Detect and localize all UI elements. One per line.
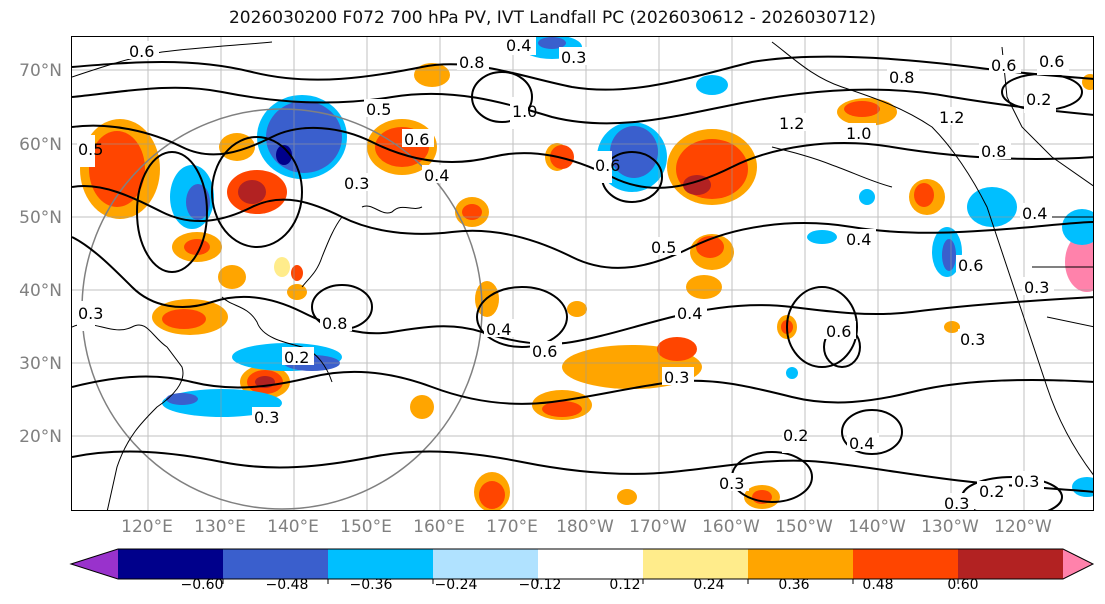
- lon-label-150e: 150°E: [340, 517, 392, 537]
- contour-label: 1.2: [779, 114, 804, 133]
- contour-label: 0.6: [991, 56, 1016, 75]
- contour-label: 0.3: [960, 330, 985, 349]
- colorbar-segment: [223, 549, 329, 579]
- colorbar-outline: [69, 548, 1095, 580]
- contour-label: 0.6: [1039, 52, 1064, 71]
- colorbar-segment: [538, 549, 644, 579]
- contour-label: 0.6: [595, 156, 620, 175]
- colorbar: [69, 548, 1095, 584]
- contour-label: 0.3: [254, 408, 279, 427]
- contour-label: 0.8: [322, 314, 347, 333]
- map-title: 2026030200 F072 700 hPa PV, IVT Landfall…: [228, 8, 876, 28]
- contour-label: 0.8: [459, 53, 484, 72]
- contour-label: 0.3: [1024, 278, 1049, 297]
- colorbar-tick-label: 0.12: [609, 577, 641, 593]
- negative-anomaly-east-asia: [162, 95, 347, 417]
- lon-label-170w: 170°W: [629, 517, 687, 537]
- contour-label: 0.6: [404, 130, 429, 149]
- anomaly-west-coast: [909, 74, 1093, 497]
- contour-label: 0.3: [664, 368, 689, 387]
- contour-label: 0.2: [284, 348, 309, 367]
- pv-contours: [72, 55, 1093, 510]
- colorbar-tick-label: 0.48: [862, 577, 894, 593]
- colorbar-tick-label: −0.60: [180, 577, 224, 593]
- contour-label: 0.5: [651, 238, 676, 257]
- lon-label-170e: 170°E: [486, 517, 538, 537]
- map-canvas: 0.6 0.4 0.3 0.8 1.0 0.5 0.6 0.4 0.3 0.5 …: [72, 37, 1093, 511]
- colorbar-extend-high: [1063, 549, 1093, 579]
- contour-label: 0.6: [129, 42, 154, 61]
- contour-label: 1.0: [846, 124, 871, 143]
- colorbar-tick-label: 0.24: [693, 577, 725, 593]
- lon-label-160w: 160°W: [702, 517, 760, 537]
- lat-label-50n: 50°N: [19, 208, 62, 228]
- colorbar-segment: [643, 549, 749, 579]
- contour-label: 0.8: [981, 142, 1006, 161]
- contour-label: 0.3: [561, 48, 586, 67]
- lon-label-140w: 140°W: [848, 517, 906, 537]
- anomaly-north-pacific: [522, 37, 897, 509]
- colorbar-tick-label: −0.36: [349, 577, 393, 593]
- contour-label: 0.6: [532, 342, 557, 361]
- contour-label: 0.6: [958, 256, 983, 275]
- colorbar-segment: [958, 549, 1064, 579]
- colorbar-tick-label: −0.12: [518, 577, 562, 593]
- contour-label: 0.2: [783, 426, 808, 445]
- lon-label-120w: 120°W: [994, 517, 1052, 537]
- lon-label-130e: 130°E: [194, 517, 246, 537]
- pv-shading: [80, 37, 1093, 510]
- contour-label: 0.2: [1026, 90, 1051, 109]
- colorbar-tick-label: 0.36: [778, 577, 810, 593]
- contour-label: 0.4: [677, 304, 702, 323]
- contour-label: 0.4: [486, 320, 511, 339]
- positive-anomaly-east-asia: [80, 119, 307, 399]
- contour-label: 0.3: [719, 474, 744, 493]
- contour-label: 0.5: [78, 140, 103, 159]
- contour-label: 0.4: [846, 230, 871, 249]
- colorbar-tick-label: 0.60: [947, 577, 979, 593]
- contour-label: 1.2: [939, 108, 964, 127]
- lat-label-60n: 60°N: [19, 135, 62, 155]
- contour-label: 0.3: [944, 494, 969, 511]
- colorbar-segment: [328, 549, 434, 579]
- contour-label: 0.4: [1022, 204, 1047, 223]
- colorbar-tick-label: −0.48: [265, 577, 309, 593]
- colorbar-extend-low: [71, 549, 118, 579]
- contour-label: 1.0: [512, 102, 537, 121]
- map-panel: 0.6 0.4 0.3 0.8 1.0 0.5 0.6 0.4 0.3 0.5 …: [71, 36, 1094, 511]
- lon-label-120e: 120°E: [121, 517, 173, 537]
- contour-label: 0.5: [366, 100, 391, 119]
- colorbar-ticks: [222, 579, 959, 584]
- colorbar-segments: [69, 548, 1095, 580]
- lon-label-150w: 150°W: [775, 517, 833, 537]
- colorbar-segment: [118, 549, 224, 579]
- contour-label: 0.4: [424, 166, 449, 185]
- lat-label-30n: 30°N: [19, 354, 62, 374]
- lon-label-140e: 140°E: [267, 517, 319, 537]
- colorbar-segment: [748, 549, 854, 579]
- contour-label: 0.8: [889, 68, 914, 87]
- lat-label-70n: 70°N: [19, 61, 62, 81]
- colorbar-tick-label: −0.24: [434, 577, 478, 593]
- lat-label-40n: 40°N: [19, 281, 62, 301]
- contour-label: 0.6: [826, 322, 851, 341]
- lon-label-130w: 130°W: [921, 517, 979, 537]
- colorbar-segment: [853, 549, 959, 579]
- lat-label-20n: 20°N: [19, 427, 62, 447]
- contour-label: 0.2: [979, 482, 1004, 501]
- lon-label-180w: 180°W: [556, 517, 614, 537]
- contour-label: 0.3: [1014, 472, 1039, 491]
- contour-label: 0.3: [344, 174, 369, 193]
- contour-label: 0.4: [506, 37, 531, 55]
- lon-label-160e: 160°E: [413, 517, 465, 537]
- colorbar-segment: [433, 549, 539, 579]
- contour-label: 0.4: [849, 434, 874, 453]
- contour-labels: 0.6 0.4 0.3 0.8 1.0 0.5 0.6 0.4 0.3 0.5 …: [77, 37, 1069, 511]
- contour-label: 0.3: [78, 304, 103, 323]
